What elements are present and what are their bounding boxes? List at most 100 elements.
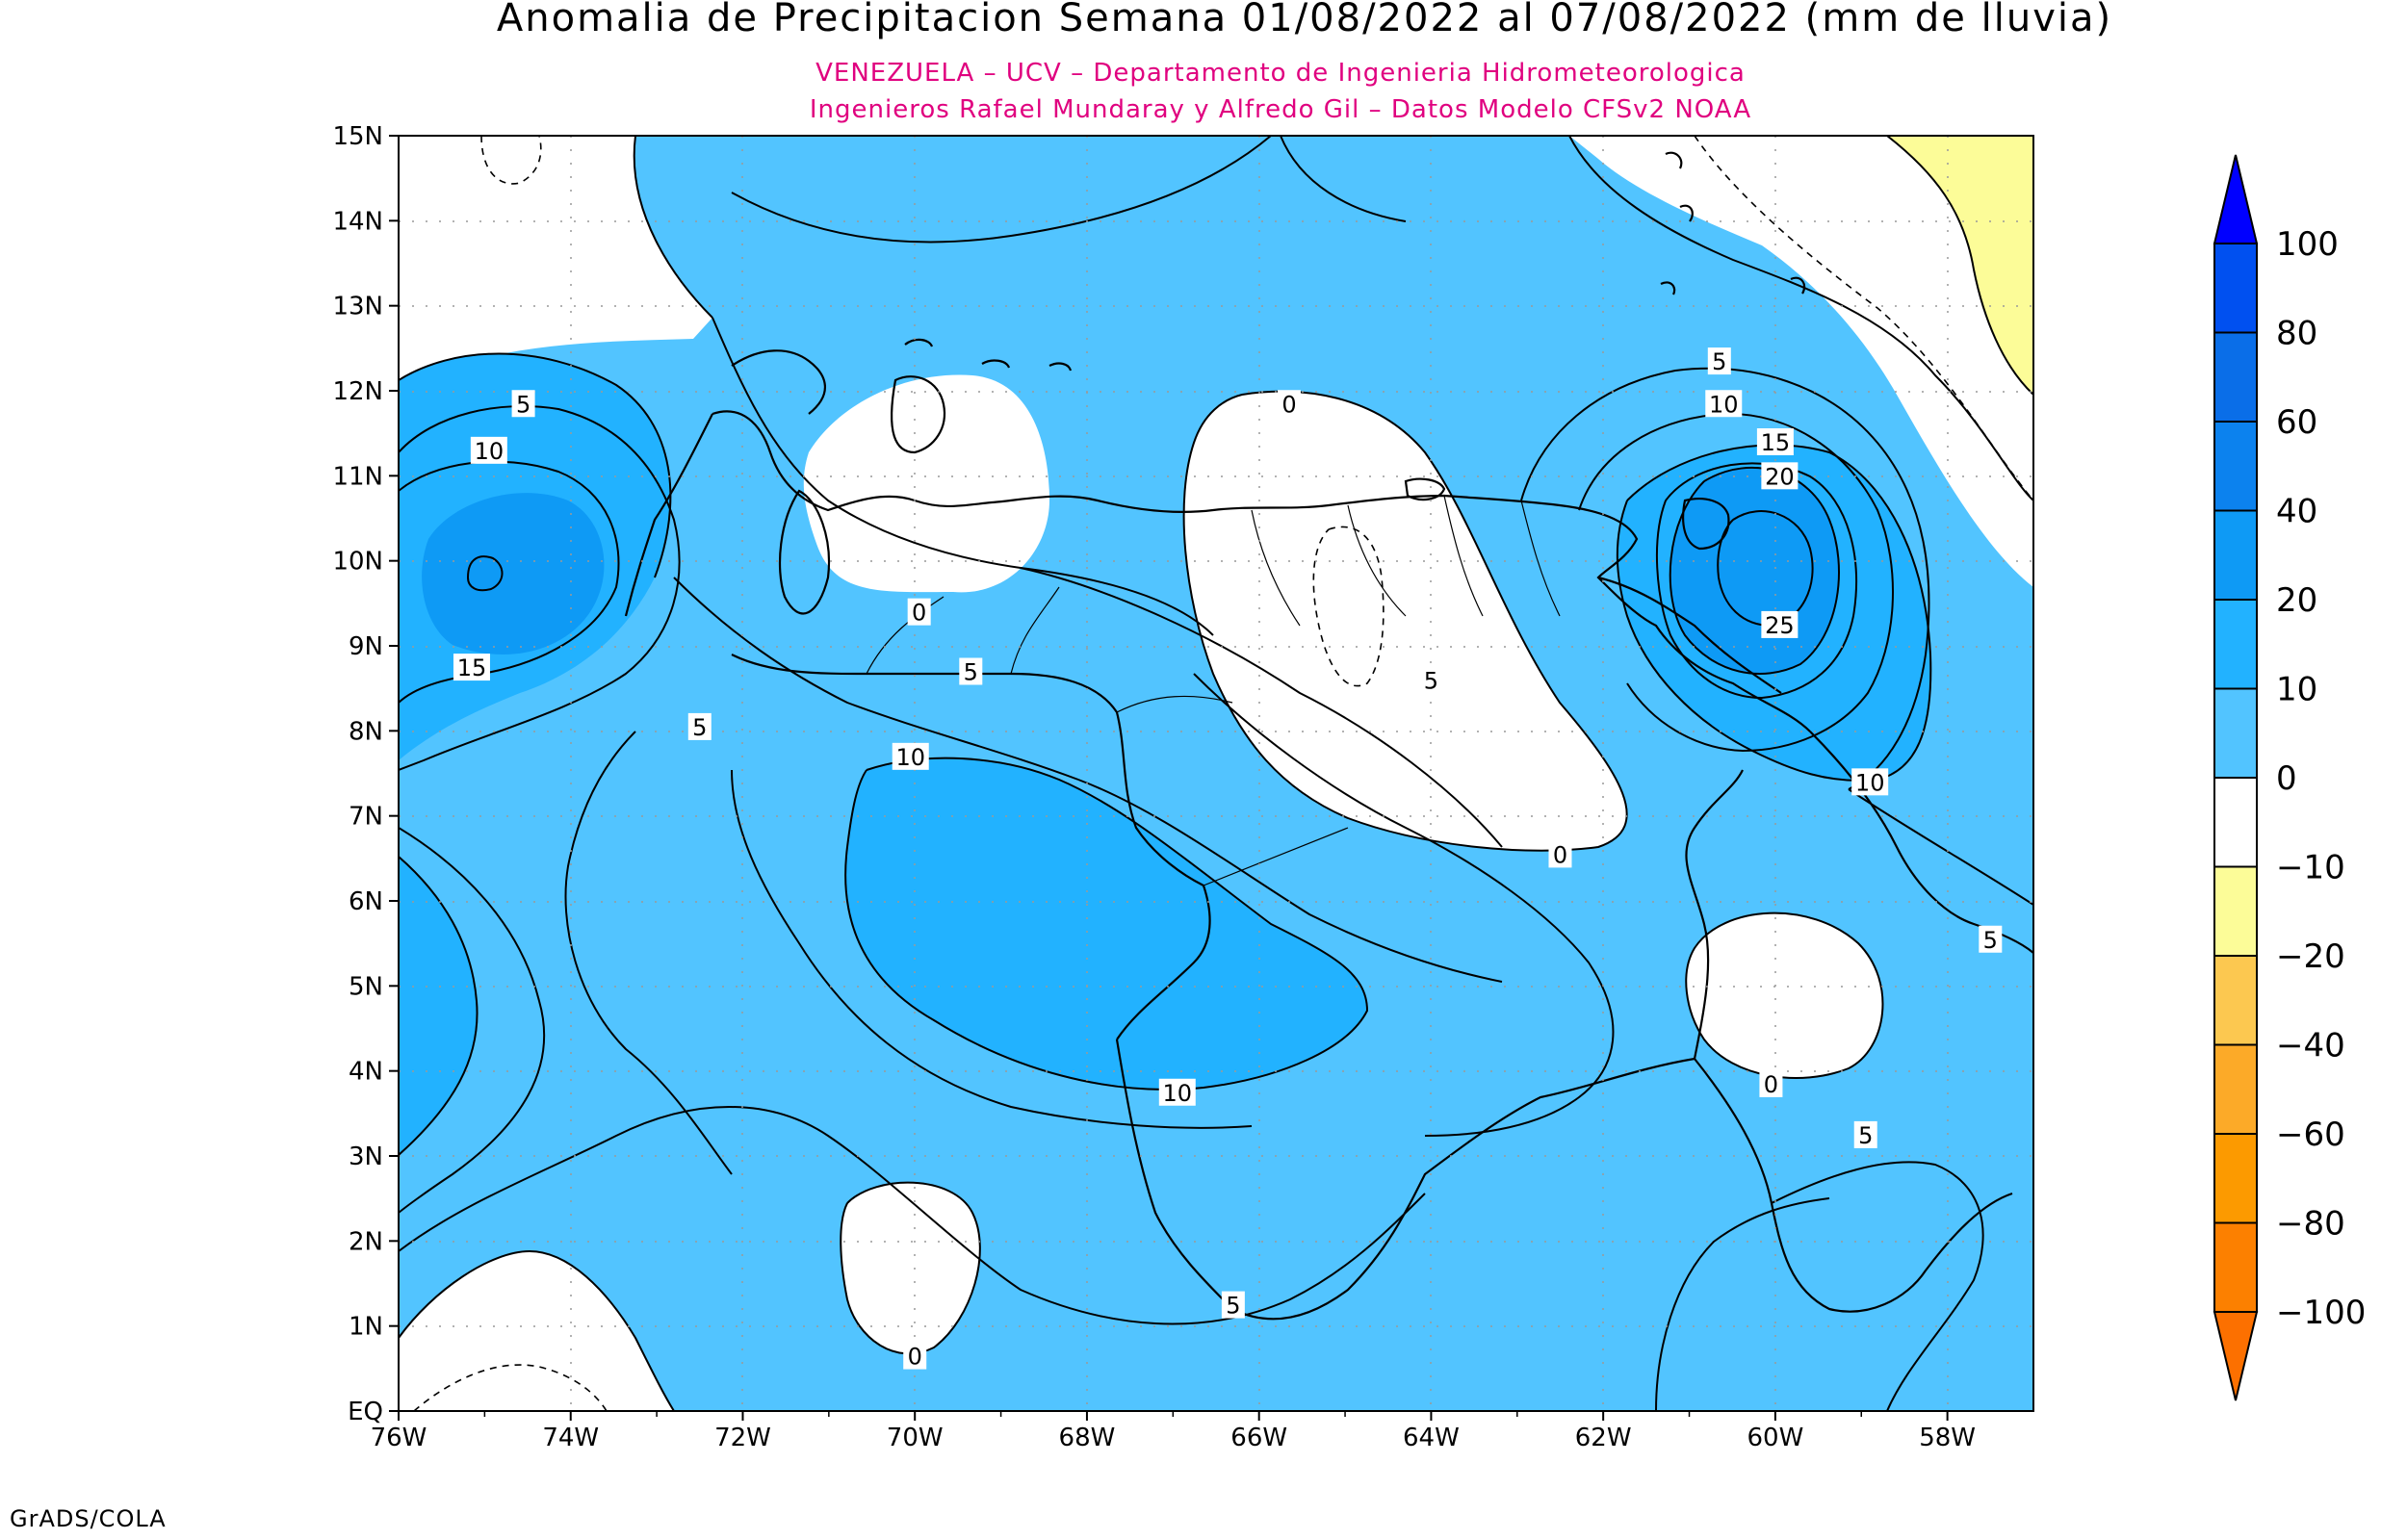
longitude-tick-label: 68W [1059, 1424, 1116, 1452]
colorbar-bottom-arrow [2213, 1311, 2259, 1401]
longitude-tick-label: 60W [1747, 1424, 1803, 1452]
contour-label-background [1548, 840, 1572, 868]
contour-line [1520, 367, 1930, 790]
negative-contour-line [480, 136, 542, 185]
contour-line [673, 577, 1079, 781]
latitude-tick-label: 15N [332, 122, 383, 151]
colorbar-bin [2213, 1043, 2258, 1135]
longitude-tick-label: 62W [1575, 1424, 1632, 1452]
longitude-tick-label: 76W [371, 1424, 427, 1452]
contour-line [1568, 136, 2033, 501]
contour-label: 10 [475, 438, 505, 465]
anomaly-fill-10-20-southwest [399, 857, 478, 1155]
contour-line [466, 555, 504, 592]
contour-label-background [453, 654, 490, 681]
latitude-tick-label: 12N [332, 377, 383, 406]
contour-label-background [511, 390, 535, 418]
latitude-axis: EQ 1N 2N 3N 4N 5N 6N 7N 8N 9N 10N 11N 12N 13N 14N 15N [332, 122, 399, 1426]
contour-label: 15 [457, 654, 487, 681]
longitude-axis: 76W 74W 72W 70W 68W 66W 64W 62W 60W 58W [371, 1411, 1976, 1452]
contour-line [1669, 467, 1840, 675]
abc-islands [904, 338, 1073, 372]
colorbar-bin [2213, 865, 2258, 957]
contour-label-background [1756, 428, 1794, 455]
contour-line [1077, 779, 1503, 983]
latitude-tick-label: 7N [349, 803, 383, 832]
anomaly-fill-0-10 [399, 136, 2033, 1411]
anomaly-fill-zero-guyana [1686, 912, 1883, 1078]
latitude-tick-label: 3N [349, 1142, 383, 1171]
colorbar-bin [2213, 509, 2258, 601]
coastline-and-borders [624, 151, 2033, 1321]
contour-label-background [1707, 347, 1731, 375]
contour-label: 0 [912, 600, 926, 627]
contour-line [399, 856, 479, 1156]
orinoco-delta [1597, 576, 1782, 694]
contour-label: 5 [692, 714, 707, 741]
anomaly-fill-zero-southwest [399, 1251, 674, 1411]
latitude-tick-label: 10N [332, 548, 383, 577]
contour-label: 5 [1226, 1293, 1240, 1320]
colorbar-bin [2213, 777, 2258, 868]
map-subtitle-line2: Ingenieros Rafael Mundaray y Alfredo Gil… [810, 95, 1751, 124]
contour-line [731, 769, 1253, 1129]
colorbar-top-arrow [2213, 154, 2259, 244]
colorbar-bin [2213, 599, 2258, 690]
colorbar-label: 60 [2276, 403, 2317, 442]
colorbar-label: −40 [2276, 1027, 2345, 1065]
contour-line [1685, 911, 1884, 1079]
grads-credit: GrADS/COLA [10, 1505, 167, 1532]
contour-line [1616, 444, 1932, 782]
latitude-tick-label: 6N [349, 887, 383, 916]
contour-line [844, 757, 1369, 1091]
contour-label: 25 [1765, 612, 1795, 639]
contour-line [399, 1249, 675, 1411]
contour-line [731, 136, 1272, 244]
contour-label-background [687, 712, 712, 740]
contour-line [399, 1106, 1426, 1325]
negative-contour-lines [413, 136, 2033, 1411]
colorbar-label: −20 [2276, 937, 2345, 976]
colorbar-bin [2213, 421, 2258, 512]
lesser-antilles [1660, 151, 1806, 295]
colorbar-bin [2213, 1221, 2258, 1313]
contour-label: 10 [1855, 769, 1885, 796]
contour-label: 15 [1761, 429, 1791, 456]
anomaly-fill-zero-central [1183, 391, 1627, 851]
contour-line [1193, 673, 1615, 1137]
anomaly-fill-negative-northeast [1887, 136, 2033, 395]
contour-label: 0 [1281, 391, 1296, 418]
anomaly-fill-zero-northwest [399, 136, 712, 385]
anomaly-fill-20-40-west [422, 493, 605, 654]
map-title: Anomalia de Precipitacion Semana 01/08/2… [497, 0, 2112, 40]
latitude-tick-label: 8N [349, 717, 383, 746]
caribbean-coastline [712, 410, 1811, 732]
negative-contour-line [413, 1364, 608, 1411]
latitude-tick-label: 13N [332, 293, 383, 321]
anomaly-fill-10-20-llanos [845, 757, 1367, 1090]
contour-label: 0 [1553, 841, 1567, 868]
contour-line [1020, 567, 1503, 848]
colorbar-label: 40 [2276, 493, 2317, 531]
contour-label-background [1277, 390, 1301, 418]
anomaly-fill-zero-amazonas [841, 1182, 980, 1354]
margarita-island [1404, 477, 1446, 501]
venezuela-guyana-border [1685, 769, 1744, 1060]
latitude-tick-label: 5N [349, 972, 383, 1001]
contour-label-background [1705, 390, 1743, 418]
paraguana-peninsula [891, 375, 946, 454]
colorbar-label: 20 [2276, 581, 2317, 620]
contour-line [712, 317, 1214, 636]
contour-line [1886, 136, 2033, 396]
contour-label-background [470, 436, 507, 464]
contour-label: 10 [895, 744, 925, 771]
longitude-tick-label: 72W [714, 1424, 771, 1452]
contour-label: 5 [1858, 1122, 1873, 1149]
contour-label: 10 [1163, 1080, 1193, 1107]
contour-lines [399, 136, 2033, 1411]
western-coastline [624, 349, 826, 617]
colorbar-label: −10 [2276, 849, 2345, 887]
contour-label-background [1851, 768, 1889, 796]
